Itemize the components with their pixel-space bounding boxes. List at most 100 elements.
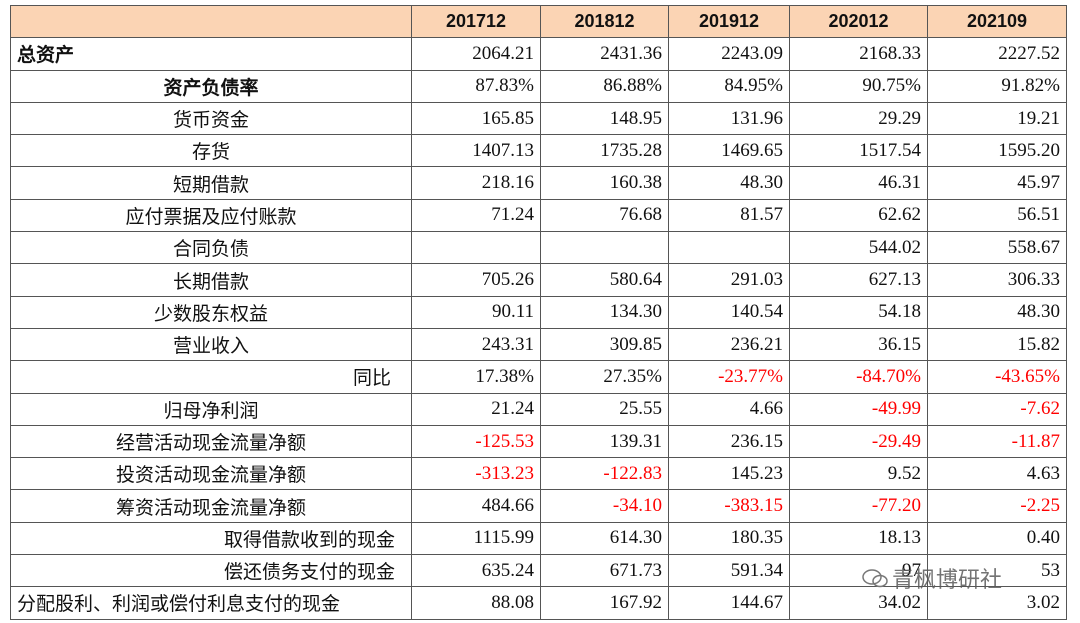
value-cell: 2064.21 bbox=[411, 37, 541, 71]
value-cell: -122.83 bbox=[540, 457, 669, 491]
column-header: 201712 bbox=[411, 4, 541, 39]
value-cell: -313.23 bbox=[411, 457, 541, 491]
value-cell: 17.38% bbox=[411, 360, 541, 394]
value-cell: 558.67 bbox=[927, 231, 1067, 265]
value-cell: 165.85 bbox=[411, 101, 541, 136]
row-label: 长期借款 bbox=[10, 263, 412, 297]
value-cell: 1407.13 bbox=[411, 134, 541, 168]
value-cell: 309.85 bbox=[540, 327, 669, 362]
table-row: 营业收入 243.31 309.85 236.21 36.15 15.82 bbox=[10, 327, 1067, 362]
watermark: 青枫博研社 bbox=[862, 562, 1002, 594]
value-cell: 48.30 bbox=[927, 295, 1067, 329]
value-cell: 54.18 bbox=[789, 295, 928, 329]
value-cell: 27.35% bbox=[540, 360, 669, 394]
column-header: 202109 bbox=[927, 4, 1067, 39]
value-cell: 1735.28 bbox=[540, 134, 669, 168]
row-label: 取得借款收到的现金 bbox=[10, 521, 412, 556]
value-cell: 62.62 bbox=[789, 198, 928, 233]
table-row: 归母净利润 21.24 25.55 4.66 -49.99 -7.62 bbox=[10, 392, 1067, 426]
value-cell: 53 bbox=[927, 554, 1067, 588]
table-row: 货币资金 165.85 148.95 131.96 29.29 19.21 bbox=[10, 101, 1067, 136]
finance-table: 201712 201812 201912 202012 202109 总资产 2064.2… bbox=[10, 4, 1067, 620]
value-cell: -7.62 bbox=[927, 392, 1067, 426]
value-cell: -383.15 bbox=[668, 489, 790, 523]
row-label: 分配股利、利润或偿付利息支付的现金 bbox=[10, 586, 412, 620]
value-cell: 160.38 bbox=[540, 166, 669, 200]
value-cell: -77.20 bbox=[789, 489, 928, 523]
value-cell: 140.54 bbox=[668, 295, 790, 329]
value-cell: 25.55 bbox=[540, 392, 669, 426]
value-cell: 306.33 bbox=[927, 263, 1067, 297]
value-cell: -125.53 bbox=[411, 424, 541, 459]
value-cell: 671.73 bbox=[540, 554, 669, 588]
value-cell: 4.63 bbox=[927, 457, 1067, 491]
value-cell: -49.99 bbox=[789, 392, 928, 426]
value-cell: 71.24 bbox=[411, 198, 541, 233]
value-cell: 705.26 bbox=[411, 263, 541, 297]
table-row: 同比 17.38% 27.35% -23.77% -84.70% -43.65% bbox=[10, 360, 1067, 394]
row-label: 筹资活动现金流量净额 bbox=[10, 489, 412, 523]
value-cell: 484.66 bbox=[411, 489, 541, 523]
table-row: 合同负债 544.02 558.67 bbox=[10, 231, 1067, 265]
value-cell: 76.68 bbox=[540, 198, 669, 233]
row-label: 总资产 bbox=[10, 37, 412, 71]
value-cell: 90.11 bbox=[411, 295, 541, 329]
table-row: 总资产 2064.21 2431.36 2243.09 2168.33 2227.52 bbox=[10, 37, 1067, 71]
column-header: 201812 bbox=[540, 4, 669, 39]
value-cell: 45.97 bbox=[927, 166, 1067, 200]
value-cell: 635.24 bbox=[411, 554, 541, 588]
value-cell: 9.52 bbox=[789, 457, 928, 491]
row-label: 投资活动现金流量净额 bbox=[10, 457, 412, 491]
column-header: 202012 bbox=[789, 4, 928, 39]
value-cell: 145.23 bbox=[668, 457, 790, 491]
table-row: 应付票据及应付账款 71.24 76.68 81.57 62.62 56.51 bbox=[10, 198, 1067, 233]
table-row: 取得借款收到的现金 1115.99 614.30 180.35 18.13 0.40 bbox=[10, 521, 1067, 556]
value-cell: -29.49 bbox=[789, 424, 928, 459]
value-cell: -84.70% bbox=[789, 360, 928, 394]
value-cell: -2.25 bbox=[927, 489, 1067, 523]
header-row: 201712 201812 201912 202012 202109 bbox=[10, 4, 1067, 39]
row-label: 短期借款 bbox=[10, 166, 412, 200]
value-cell: 134.30 bbox=[540, 295, 669, 329]
row-label: 合同负债 bbox=[10, 231, 412, 265]
value-cell: 236.21 bbox=[668, 327, 790, 362]
value-cell: 627.13 bbox=[789, 263, 928, 297]
value-cell: 88.08 bbox=[411, 586, 541, 620]
corner-cell bbox=[10, 4, 412, 39]
table-row: 长期借款 705.26 580.64 291.03 627.13 306.33 bbox=[10, 263, 1067, 297]
value-cell: 2168.33 bbox=[789, 37, 928, 71]
row-label: 少数股东权益 bbox=[10, 295, 412, 329]
value-cell: 131.96 bbox=[668, 101, 790, 136]
value-cell: -34.10 bbox=[540, 489, 669, 523]
value-cell: 148.95 bbox=[540, 101, 669, 136]
value-cell: 544.02 bbox=[789, 231, 928, 265]
table-row: 筹资活动现金流量净额 484.66 -34.10 -383.15 -77.20 -2.25 bbox=[10, 489, 1067, 523]
value-cell bbox=[411, 231, 541, 265]
row-label: 存货 bbox=[10, 134, 412, 168]
value-cell: 15.82 bbox=[927, 327, 1067, 362]
value-cell: 81.57 bbox=[668, 198, 790, 233]
value-cell: 19.21 bbox=[927, 101, 1067, 136]
watermark-icon bbox=[862, 569, 888, 588]
table-row: 少数股东权益 90.11 134.30 140.54 54.18 48.30 bbox=[10, 295, 1067, 329]
row-label: 应付票据及应付账款 bbox=[10, 198, 412, 233]
value-cell: 3.02 bbox=[927, 586, 1067, 620]
value-cell: 580.64 bbox=[540, 263, 669, 297]
value-cell: 1595.20 bbox=[927, 134, 1067, 168]
row-label: 同比 bbox=[10, 360, 412, 394]
value-cell: 291.03 bbox=[668, 263, 790, 297]
value-cell bbox=[668, 231, 790, 265]
value-cell: 0.40 bbox=[927, 521, 1067, 556]
value-cell: 614.30 bbox=[540, 521, 669, 556]
value-cell: -43.65% bbox=[927, 360, 1067, 394]
value-cell: 87.83% bbox=[411, 69, 541, 103]
watermark-text: 青枫博研社 bbox=[892, 568, 1003, 593]
value-cell: 2227.52 bbox=[927, 37, 1067, 71]
value-cell: 36.15 bbox=[789, 327, 928, 362]
row-label: 经营活动现金流量净额 bbox=[10, 424, 412, 459]
value-cell: 243.31 bbox=[411, 327, 541, 362]
value-cell: 167.92 bbox=[540, 586, 669, 620]
row-label: 资产负债率 bbox=[10, 69, 412, 103]
value-cell: 236.15 bbox=[668, 424, 790, 459]
